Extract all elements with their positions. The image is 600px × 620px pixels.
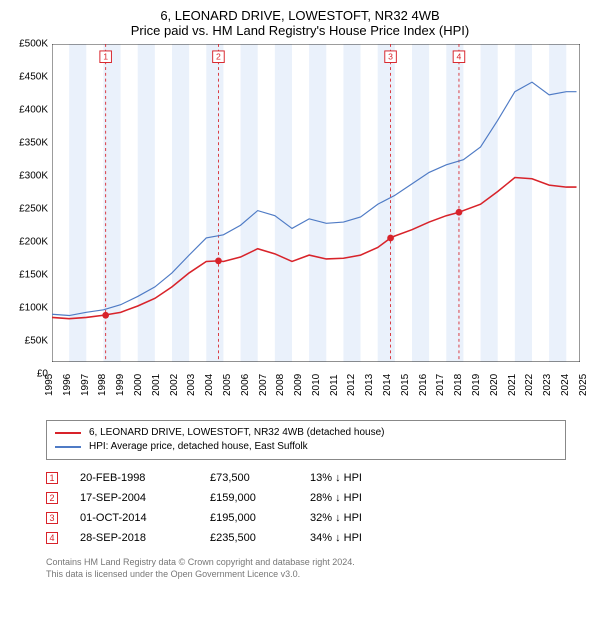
x-tick-label: 1995 bbox=[44, 374, 55, 396]
transaction-date: 17-SEP-2004 bbox=[80, 492, 210, 504]
svg-text:1: 1 bbox=[103, 52, 108, 62]
price-chart: 1 2 3 4 bbox=[52, 44, 580, 362]
x-tick-label: 2013 bbox=[364, 374, 375, 396]
x-tick-label: 2001 bbox=[151, 374, 162, 396]
y-tick-label: £350K bbox=[19, 138, 48, 149]
x-tick-label: 2019 bbox=[471, 374, 482, 396]
x-tick-label: 2000 bbox=[133, 374, 144, 396]
transaction-row: 3 01-OCT-2014£195,00032% ↓ HPI bbox=[46, 508, 590, 528]
transaction-date: 01-OCT-2014 bbox=[80, 512, 210, 524]
x-tick-label: 2005 bbox=[222, 374, 233, 396]
y-tick-label: £250K bbox=[19, 204, 48, 215]
x-tick-label: 2021 bbox=[507, 374, 518, 396]
x-axis-labels: 1995199619971998199920002001200220032004… bbox=[52, 378, 580, 414]
svg-text:4: 4 bbox=[457, 52, 462, 62]
x-tick-label: 2016 bbox=[418, 374, 429, 396]
footer-attribution: Contains HM Land Registry data © Crown c… bbox=[46, 556, 590, 580]
x-tick-label: 2011 bbox=[329, 374, 340, 396]
x-tick-label: 2022 bbox=[524, 374, 535, 396]
transaction-diff: 28% ↓ HPI bbox=[310, 492, 420, 504]
y-axis-labels: £0£50K£100K£150K£200K£250K£300K£350K£400… bbox=[10, 44, 52, 374]
transaction-row: 2 17-SEP-2004£159,00028% ↓ HPI bbox=[46, 488, 590, 508]
transaction-marker: 4 bbox=[46, 532, 58, 544]
x-tick-label: 2003 bbox=[186, 374, 197, 396]
transaction-price: £195,000 bbox=[210, 512, 310, 524]
x-tick-label: 2024 bbox=[560, 374, 571, 396]
x-tick-label: 1999 bbox=[115, 374, 126, 396]
footer-line1: Contains HM Land Registry data © Crown c… bbox=[46, 556, 590, 568]
x-tick-label: 2018 bbox=[453, 374, 464, 396]
y-tick-label: £400K bbox=[19, 105, 48, 116]
x-tick-label: 2017 bbox=[435, 374, 446, 396]
x-tick-label: 2007 bbox=[258, 374, 269, 396]
x-tick-label: 2015 bbox=[400, 374, 411, 396]
svg-text:2: 2 bbox=[216, 52, 221, 62]
transaction-table: 1 20-FEB-1998£73,50013% ↓ HPI 2 17-SEP-2004… bbox=[46, 468, 590, 548]
transaction-marker: 3 bbox=[46, 512, 58, 524]
x-tick-label: 1996 bbox=[62, 374, 73, 396]
chart-title-line1: 6, LEONARD DRIVE, LOWESTOFT, NR32 4WB bbox=[10, 8, 590, 23]
x-tick-label: 2004 bbox=[204, 374, 215, 396]
legend-item: 6, LEONARD DRIVE, LOWESTOFT, NR32 4WB (d… bbox=[55, 426, 557, 440]
x-tick-label: 2010 bbox=[311, 374, 322, 396]
transaction-marker: 2 bbox=[46, 492, 58, 504]
legend-item: HPI: Average price, detached house, East… bbox=[55, 440, 557, 454]
x-tick-label: 2002 bbox=[169, 374, 180, 396]
y-tick-label: £200K bbox=[19, 237, 48, 248]
legend-label: 6, LEONARD DRIVE, LOWESTOFT, NR32 4WB (d… bbox=[89, 426, 384, 440]
svg-text:3: 3 bbox=[388, 52, 393, 62]
chart-legend: 6, LEONARD DRIVE, LOWESTOFT, NR32 4WB (d… bbox=[46, 420, 566, 460]
x-tick-label: 1997 bbox=[80, 374, 91, 396]
legend-label: HPI: Average price, detached house, East… bbox=[89, 440, 308, 454]
x-tick-label: 2023 bbox=[542, 374, 553, 396]
footer-line2: This data is licensed under the Open Gov… bbox=[46, 568, 590, 580]
transaction-diff: 34% ↓ HPI bbox=[310, 532, 420, 544]
x-tick-label: 2008 bbox=[275, 374, 286, 396]
transaction-date: 20-FEB-1998 bbox=[80, 472, 210, 484]
x-tick-label: 2025 bbox=[578, 374, 589, 396]
transaction-diff: 13% ↓ HPI bbox=[310, 472, 420, 484]
y-tick-label: £100K bbox=[19, 303, 48, 314]
transaction-marker: 1 bbox=[46, 472, 58, 484]
transaction-date: 28-SEP-2018 bbox=[80, 532, 210, 544]
transaction-row: 1 20-FEB-1998£73,50013% ↓ HPI bbox=[46, 468, 590, 488]
x-tick-label: 2014 bbox=[382, 374, 393, 396]
x-tick-label: 2006 bbox=[240, 374, 251, 396]
transaction-price: £235,500 bbox=[210, 532, 310, 544]
y-tick-label: £450K bbox=[19, 72, 48, 83]
y-tick-label: £500K bbox=[19, 39, 48, 50]
y-tick-label: £300K bbox=[19, 171, 48, 182]
x-tick-label: 2020 bbox=[489, 374, 500, 396]
x-tick-label: 2012 bbox=[346, 374, 357, 396]
transaction-price: £73,500 bbox=[210, 472, 310, 484]
legend-swatch bbox=[55, 432, 81, 434]
transaction-diff: 32% ↓ HPI bbox=[310, 512, 420, 524]
transaction-price: £159,000 bbox=[210, 492, 310, 504]
chart-title-line2: Price paid vs. HM Land Registry's House … bbox=[10, 23, 590, 38]
y-tick-label: £150K bbox=[19, 270, 48, 281]
y-tick-label: £50K bbox=[25, 336, 48, 347]
transaction-row: 4 28-SEP-2018£235,50034% ↓ HPI bbox=[46, 528, 590, 548]
x-tick-label: 1998 bbox=[97, 374, 108, 396]
x-tick-label: 2009 bbox=[293, 374, 304, 396]
legend-swatch bbox=[55, 446, 81, 448]
